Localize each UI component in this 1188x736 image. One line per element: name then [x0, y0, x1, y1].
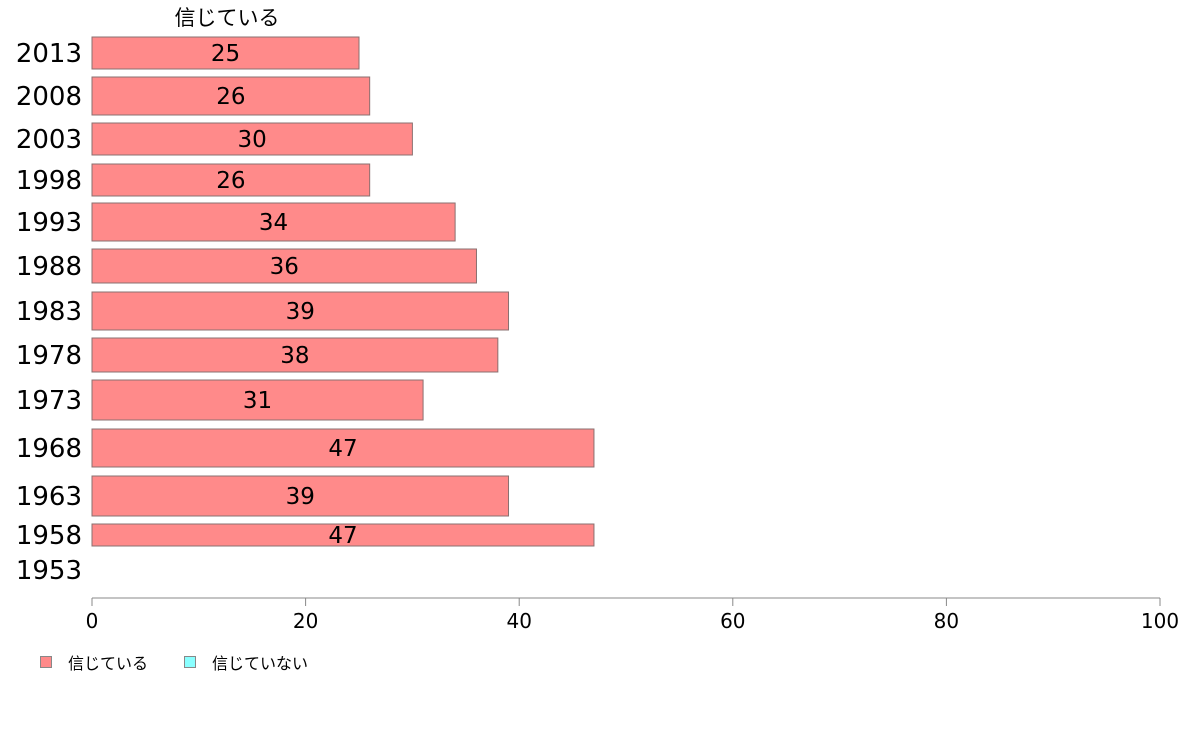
- data-label: 30: [238, 127, 267, 153]
- data-label: 47: [328, 523, 357, 549]
- bar: [91, 337, 499, 373]
- legend-label-believe: 信じている: [68, 654, 149, 673]
- legend-item-not-believe: 信じていない: [184, 650, 308, 674]
- bar: [91, 248, 477, 284]
- bar: [91, 523, 595, 547]
- bar: [91, 291, 510, 331]
- data-label: 36: [270, 254, 299, 280]
- bar: [91, 76, 371, 116]
- y-tick-label: 1963: [16, 482, 82, 512]
- bar: [91, 122, 413, 156]
- data-label: 34: [259, 210, 288, 236]
- data-label: 25: [211, 41, 240, 67]
- y-tick-label: 2003: [16, 125, 82, 155]
- data-label: 47: [328, 436, 357, 462]
- y-tick-label: 1958: [16, 521, 82, 551]
- legend-label-not-believe: 信じていない: [212, 654, 309, 673]
- x-tick-label: 80: [934, 609, 959, 633]
- x-tick-label: 0: [86, 609, 99, 633]
- x-tick-label: 100: [1141, 609, 1179, 633]
- data-label: 39: [286, 299, 315, 325]
- y-tick-label: 1983: [16, 297, 82, 327]
- data-label: 26: [216, 84, 245, 110]
- y-tick-label: 1998: [16, 166, 82, 196]
- bar: [91, 202, 456, 242]
- legend: 信じている 信じていない: [40, 650, 308, 674]
- data-label: 39: [286, 484, 315, 510]
- bar: [91, 428, 595, 468]
- bar-chart: 信じている 2013 25 2008 26 2003 30 1998 26 1993 34 1988…: [16, 6, 1179, 633]
- y-tick-label: 1973: [16, 386, 82, 416]
- y-tick-label: 2013: [16, 39, 82, 69]
- data-label: 26: [216, 168, 245, 194]
- bar: [91, 163, 371, 197]
- bar: [91, 475, 510, 517]
- y-tick-label: 1993: [16, 208, 82, 238]
- series-header: 信じている: [175, 6, 280, 30]
- legend-item-believe: 信じている: [40, 650, 148, 674]
- y-tick-label: 1953: [16, 556, 82, 586]
- legend-swatch-not-believe: [184, 656, 197, 668]
- y-tick-label: 1978: [16, 341, 82, 371]
- x-tick-label: 60: [720, 609, 745, 633]
- y-tick-label: 2008: [16, 82, 82, 112]
- x-tick-label: 20: [293, 609, 318, 633]
- y-tick-label: 1988: [16, 252, 82, 282]
- bar: [91, 379, 424, 421]
- data-label: 38: [280, 343, 309, 369]
- data-label: 31: [243, 388, 272, 414]
- legend-swatch-believe: [40, 656, 52, 668]
- y-tick-label: 1968: [16, 434, 82, 464]
- bar: [91, 36, 360, 70]
- x-tick-label: 40: [506, 609, 531, 633]
